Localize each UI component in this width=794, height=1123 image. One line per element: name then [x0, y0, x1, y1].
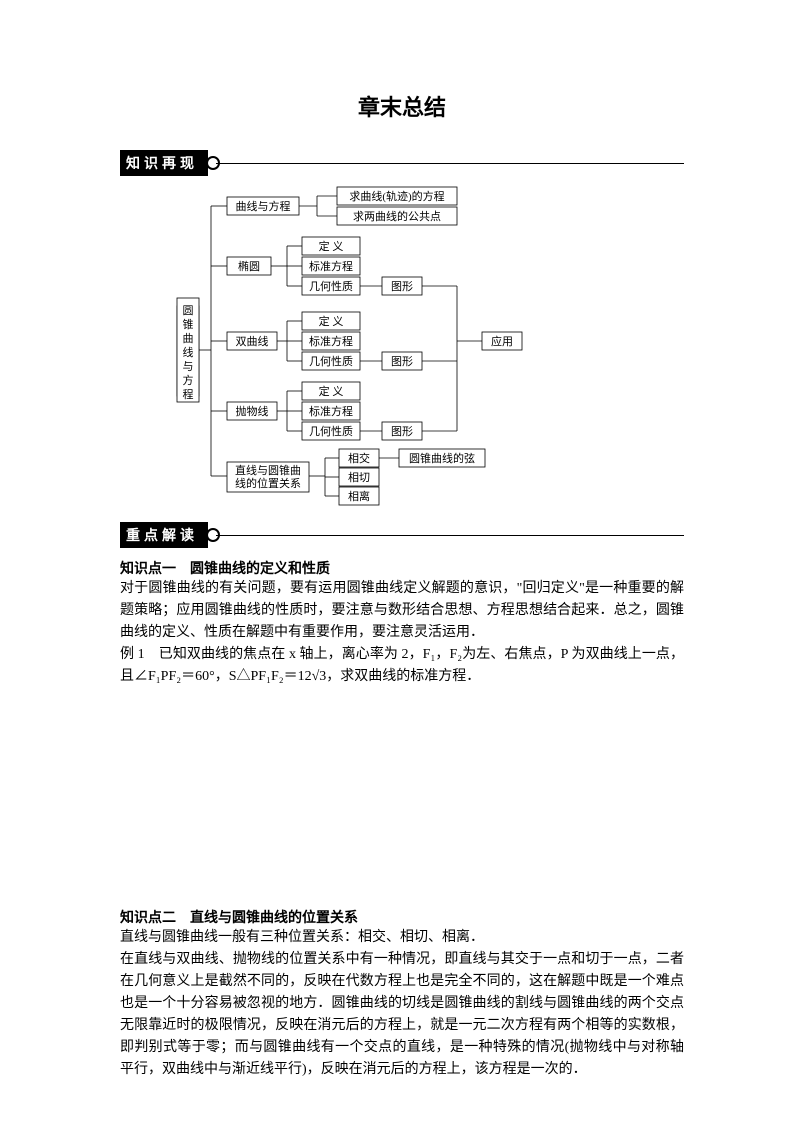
svg-text:锥: 锥	[183, 318, 194, 331]
concept-diagram: 圆 锥 曲 线 与 方程 圆 锥 曲 线 与 方 程	[120, 186, 684, 506]
svg-text:相离: 相离	[348, 489, 370, 503]
svg-text:曲: 曲	[183, 332, 194, 345]
svg-text:双曲线: 双曲线	[236, 334, 269, 348]
kp1-para: 对于圆锥曲线的有关问题，要有运用圆锥曲线定义解题的意识，"回归定义"是一种重要的…	[120, 578, 684, 644]
svg-text:标准方程: 标准方程	[309, 334, 353, 348]
blank-space	[120, 689, 684, 899]
kp2-heading: 知识点二 直线与圆锥曲线的位置关系	[120, 907, 684, 927]
svg-text:几何性质: 几何性质	[309, 424, 353, 438]
svg-text:椭圆: 椭圆	[238, 259, 260, 273]
svg-text:标准方程: 标准方程	[309, 404, 353, 418]
svg-text:线的位置关系: 线的位置关系	[235, 476, 301, 490]
svg-text:求两曲线的公共点: 求两曲线的公共点	[353, 209, 441, 223]
section-badge-2: 重点解读	[120, 522, 208, 548]
svg-text:抛物线: 抛物线	[236, 404, 269, 418]
kp1-example: 例 1 已知双曲线的焦点在 x 轴上，离心率为 2，F₁，F₂为左、右焦点，P …	[120, 644, 684, 688]
page-title: 章末总结	[120, 90, 684, 122]
svg-text:相交: 相交	[348, 451, 370, 465]
svg-text:图形: 图形	[391, 280, 413, 293]
svg-text:图形: 图形	[391, 355, 413, 368]
section-header-knowledge: 知识再现	[120, 150, 684, 176]
svg-text:定 义: 定 义	[319, 384, 344, 398]
kp2-p1: 直线与圆锥曲线一般有三种位置关系：相交、相切、相离．	[120, 927, 684, 949]
section-badge-1: 知识再现	[120, 150, 208, 176]
svg-text:求曲线(轨迹)的方程: 求曲线(轨迹)的方程	[349, 189, 444, 203]
svg-text:图形: 图形	[391, 425, 413, 438]
svg-text:相切: 相切	[348, 471, 370, 484]
section-line-1	[216, 163, 684, 164]
kp1-heading: 知识点一 圆锥曲线的定义和性质	[120, 558, 684, 578]
svg-text:圆锥曲线的弦: 圆锥曲线的弦	[409, 451, 475, 465]
svg-text:标准方程: 标准方程	[309, 259, 353, 273]
svg-text:曲线与方程: 曲线与方程	[236, 199, 291, 213]
svg-text:方: 方	[183, 373, 194, 387]
svg-text:几何性质: 几何性质	[309, 279, 353, 293]
section-header-keypoints: 重点解读	[120, 522, 684, 548]
svg-text:与: 与	[183, 360, 194, 373]
svg-text:圆: 圆	[183, 304, 194, 317]
svg-text:几何性质: 几何性质	[309, 354, 353, 368]
svg-text:应用: 应用	[491, 334, 513, 348]
svg-text:直线与圆锥曲: 直线与圆锥曲	[235, 463, 301, 477]
section-line-2	[216, 535, 684, 536]
svg-text:定 义: 定 义	[319, 314, 344, 328]
svg-text:定 义: 定 义	[319, 239, 344, 253]
svg-text:程: 程	[183, 388, 194, 401]
kp2-p2: 在直线与双曲线、抛物线的位置关系中有一种情况，即直线与其交于一点和切于一点，二者…	[120, 949, 684, 1082]
svg-text:线: 线	[183, 345, 194, 359]
